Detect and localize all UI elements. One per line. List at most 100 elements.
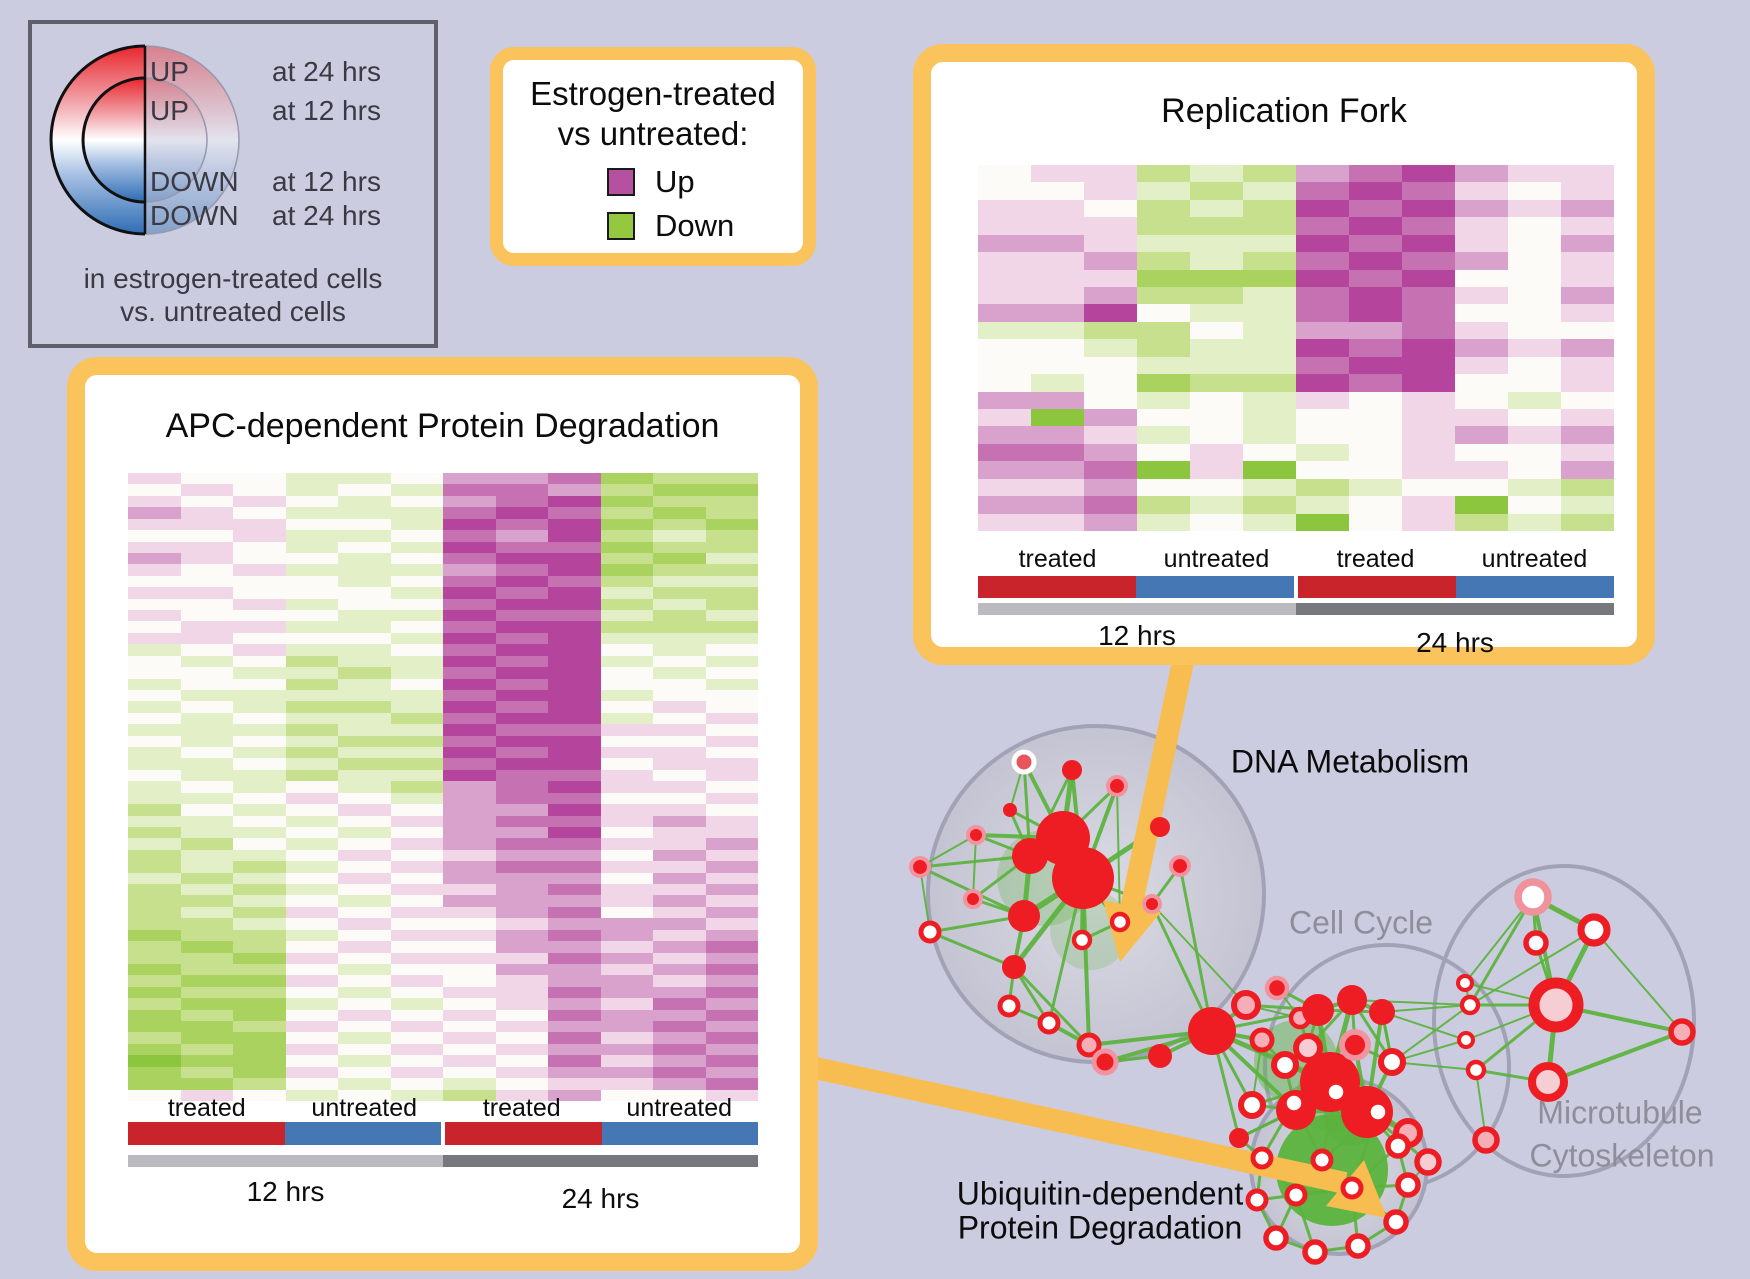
heatmap-cell [1190,391,1243,409]
heatmap-cell [600,838,653,850]
heatmap-cell [338,815,391,827]
heatmap-cell [128,484,181,496]
heatmap-cell [285,838,338,850]
heatmap-cell [1084,252,1137,270]
heatmap-cell [285,918,338,930]
up-down-legend-title: Estrogen-treated vs untreated: [530,75,776,152]
heatmap-cell [548,918,601,930]
heatmap-cell [443,575,496,588]
heatmap-cell [390,1009,443,1022]
heatmap-cell [233,644,286,656]
heatmap-cell [390,758,443,770]
heatmap-cell [443,872,496,885]
heatmap-cell [495,530,548,542]
heatmap-cell [180,587,233,599]
heatmap-cell [1243,513,1296,531]
heatmap-cell [1031,182,1084,200]
heatmap-cell [1190,443,1243,462]
network-edge [1381,1011,1467,1041]
heatmap-cell [705,906,758,919]
heatmap-cell [128,952,181,964]
heatmap-cell [180,564,233,576]
network-node [1071,929,1093,951]
heatmap-cell [653,792,706,805]
heatmap-cell [1402,356,1455,375]
network-node [1345,1233,1371,1259]
heatmap-cell [548,895,601,907]
heatmap-cell [495,838,548,850]
heatmap-cell [548,552,601,565]
heatmap-cell [390,872,443,885]
network-edge [1381,1004,1471,1013]
network-node [1062,760,1082,780]
heatmap-cell [285,998,338,1010]
heatmap-cell [1137,478,1190,497]
heatmap-cell [1349,409,1402,427]
network-node [1340,1176,1364,1200]
heatmap-cell [1137,321,1190,340]
heatmap-cell [338,1055,391,1067]
heatmap-cell [233,861,286,873]
heatmap-cell [978,165,1031,183]
network-node [1302,994,1334,1026]
heatmap-cell [285,758,338,770]
heatmap-cell [180,747,233,759]
heatmap-cell [338,861,391,873]
heatmap-cell [390,689,443,702]
heatmap-cell [128,564,181,576]
heatmap-cell [233,495,286,508]
heatmap-cell [390,1078,443,1090]
heatmap-cell [1561,182,1614,200]
heatmap-cell [1508,478,1561,497]
heatmap-cell [653,815,706,827]
rf-time-bar [978,603,1614,615]
heatmap-cell [1349,199,1402,218]
heatmap-cell [233,473,286,485]
heatmap-cell [180,781,233,793]
network-node [1383,1209,1409,1235]
heatmap-cell [285,872,338,885]
heatmap-cell [1561,304,1614,322]
heatmap-cell [233,826,286,839]
heatmap-cell [128,815,181,827]
heatmap-cell [390,815,443,827]
heatmap-cell [338,678,391,690]
heatmap-cell [1137,356,1190,375]
heatmap-cell [705,884,758,896]
heatmap-cell [1243,165,1296,183]
heatmap-cell [1084,391,1137,409]
heatmap-cell [390,769,443,782]
heatmap-cell [1561,165,1614,183]
heatmap-cell [653,689,706,702]
heatmap-cell [390,747,443,759]
heatmap-cell [705,473,758,485]
heatmap-cell [1084,496,1137,514]
heatmap-cell [233,655,286,668]
heatmap-cell [233,952,286,964]
heatmap-cell [548,998,601,1010]
heatmap-cell [1349,461,1402,479]
heatmap-cell [1137,391,1190,409]
heatmap-cell [285,804,338,816]
heatmap-cell [338,530,391,542]
network-node [918,920,942,944]
heatmap-cell [1031,304,1084,322]
heatmap-cell [1349,513,1402,531]
heatmap-cell [1455,496,1508,514]
heatmap-cell [548,724,601,736]
heatmap-cell [1137,339,1190,357]
heatmap-cell [1031,461,1084,479]
heatmap-cell [390,701,443,713]
heatmap-cell [495,986,548,999]
heatmap-cell [128,495,181,508]
heatmap-cell [1190,339,1243,357]
network-node [1457,1031,1475,1049]
heatmap-cell [180,701,233,713]
heatmap-cell [548,575,601,588]
heatmap-cell [705,941,758,953]
heatmap-cell [1296,165,1349,183]
up-down-legend-box: Estrogen-treated vs untreated: Up Down [490,47,816,266]
heatmap-cell [653,655,706,668]
heatmap-cell [1031,391,1084,409]
heatmap-cell [653,484,706,496]
